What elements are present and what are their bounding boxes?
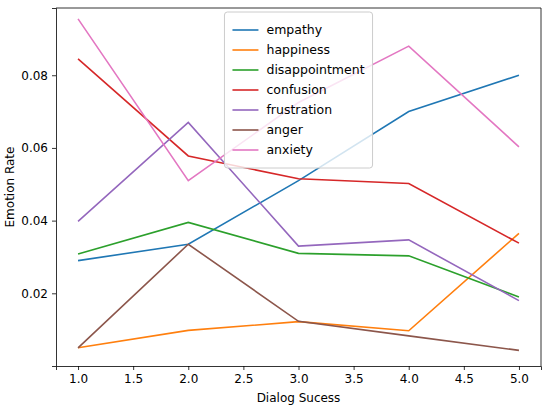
tick-mark (464, 366, 465, 370)
tick-label: 0.06 (21, 141, 48, 155)
tick-mark (52, 148, 56, 149)
plot-area: 1.01.52.02.53.03.54.04.55.00.020.040.060… (21, 8, 541, 386)
tick: 5.0 (510, 366, 529, 386)
tick-label: 1.5 (124, 372, 143, 386)
legend-label: anxiety (266, 142, 313, 157)
legend-label: happiness (266, 42, 330, 57)
legend-label: confusion (266, 82, 326, 97)
tick: 2.5 (234, 366, 253, 386)
x-axis-title: Dialog Sucess (257, 391, 341, 405)
tick-label: 5.0 (510, 372, 529, 386)
tick-label: 4.0 (400, 372, 419, 386)
tick: 0.02 (21, 287, 56, 301)
tick-label: 1.0 (69, 372, 88, 386)
tick: 3.5 (345, 366, 364, 386)
legend-label: anger (266, 122, 303, 137)
tick-mark (299, 366, 300, 370)
tick-mark (133, 366, 134, 370)
lines (78, 19, 519, 350)
legend-swatch (232, 69, 258, 71)
tick-label: 2.5 (234, 372, 253, 386)
tick-label: 3.5 (345, 372, 364, 386)
tick-label: 0.08 (21, 69, 48, 83)
tick-mark (78, 366, 79, 370)
tick: 0.06 (21, 141, 56, 155)
tick-label: 2.0 (179, 372, 198, 386)
line (78, 122, 519, 300)
tick: 3.0 (289, 366, 308, 386)
tick: 0.04 (21, 214, 56, 228)
tick-mark (519, 366, 520, 370)
line (78, 244, 519, 350)
tick: 1.0 (69, 366, 88, 386)
legend-label: disappointment (266, 62, 364, 77)
tick-mark (243, 366, 244, 370)
legend-swatch (232, 109, 258, 111)
tick: 4.5 (455, 366, 474, 386)
tick-label: 3.0 (289, 372, 308, 386)
tick-label: 4.5 (455, 372, 474, 386)
chart: 1.01.52.02.53.03.54.04.55.00.020.040.060… (0, 0, 548, 408)
x-axis: 1.0 1.5 2.0 2.5 3.0 3.5 4.0 4.5 5.0 (57, 366, 542, 386)
line (78, 233, 519, 347)
legend-label: empathy (266, 22, 322, 37)
legend-box (224, 12, 372, 168)
axis-line (57, 367, 542, 371)
tick-mark (354, 366, 355, 370)
legend-swatch (232, 89, 258, 91)
frame (541, 8, 542, 366)
tick: 0.08 (21, 69, 56, 83)
tick-mark (188, 366, 189, 370)
tick: 4.0 (400, 366, 419, 386)
tick: 2.0 (179, 366, 198, 386)
legend: empathy happiness disappointment confusion f… (224, 12, 372, 168)
tick-label: 0.02 (21, 287, 48, 301)
tick-mark (52, 293, 56, 294)
tick-mark (52, 221, 56, 222)
legend-swatch (232, 149, 258, 151)
tick-mark (52, 75, 56, 76)
legend-swatch (232, 29, 258, 31)
tick-mark (409, 366, 410, 370)
legend-swatch (232, 49, 258, 51)
axis-line (52, 9, 57, 367)
tick-label: 0.04 (21, 214, 48, 228)
y-axis-title: Emotion Rate (3, 147, 17, 228)
frame (56, 8, 541, 9)
y-axis: 0.02 0.04 0.06 0.08 (21, 9, 56, 367)
legend-label: frustration (266, 102, 332, 117)
legend-swatch (232, 129, 258, 131)
tick: 1.5 (124, 366, 143, 386)
